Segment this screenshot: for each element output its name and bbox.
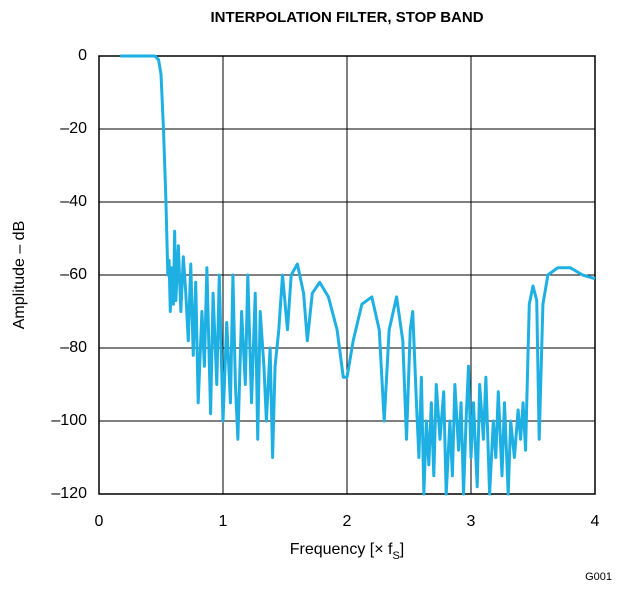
plot-frame xyxy=(98,55,596,495)
x-tick-label: 2 xyxy=(343,513,352,530)
x-label-text: Frequency [× f xyxy=(290,541,393,558)
y-tick-label: –40 xyxy=(60,193,87,210)
y-tick-label: –120 xyxy=(51,485,87,502)
x-label-end: ] xyxy=(400,541,404,558)
chart-title: INTERPOLATION FILTER, STOP BAND xyxy=(210,9,483,26)
y-tick-label: –60 xyxy=(60,266,87,283)
x-axis-label: Frequency [× fS] xyxy=(290,541,405,562)
data-line xyxy=(120,54,596,496)
y-tick-label: –80 xyxy=(60,339,87,356)
x-tick-label: 4 xyxy=(591,513,600,530)
x-label-sub: S xyxy=(392,550,399,562)
y-tick-label: –20 xyxy=(60,120,87,137)
y-axis-label: Amplitude – dB xyxy=(11,221,28,330)
y-tick-label: –100 xyxy=(51,412,87,429)
note: G001 xyxy=(585,571,612,583)
x-tick-label: 3 xyxy=(467,513,476,530)
y-tick-label: 0 xyxy=(78,47,87,64)
x-tick-label: 1 xyxy=(219,513,228,530)
x-tick-label: 0 xyxy=(95,513,104,530)
